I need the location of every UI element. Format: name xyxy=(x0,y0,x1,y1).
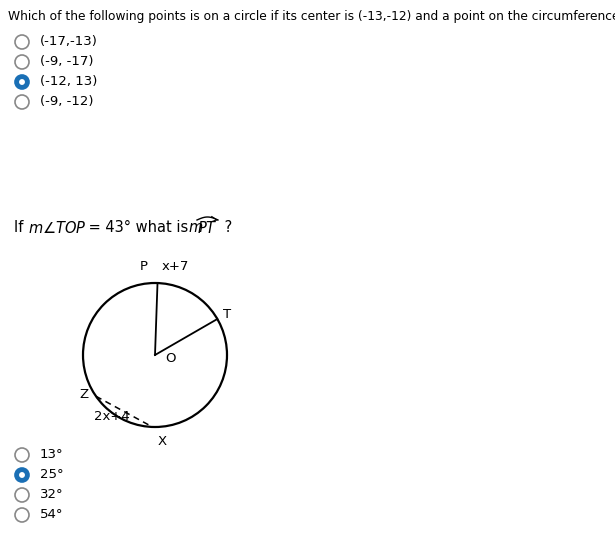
Text: 32°: 32° xyxy=(40,489,63,501)
Circle shape xyxy=(15,468,29,482)
Text: ?: ? xyxy=(220,221,232,235)
Text: (-12, 13): (-12, 13) xyxy=(40,75,97,88)
Text: $m$: $m$ xyxy=(188,221,203,235)
Text: P: P xyxy=(140,260,148,273)
Text: X: X xyxy=(157,435,167,448)
Circle shape xyxy=(15,508,29,522)
Text: 54°: 54° xyxy=(40,508,63,521)
Text: (-9, -17): (-9, -17) xyxy=(40,56,93,68)
Text: (-9, -12): (-9, -12) xyxy=(40,96,93,109)
Text: $PT$: $PT$ xyxy=(197,220,218,236)
Text: = 43° what is: = 43° what is xyxy=(84,221,193,235)
Text: (-17,-13): (-17,-13) xyxy=(40,35,98,49)
Text: $m\angle TOP$: $m\angle TOP$ xyxy=(28,220,87,236)
Text: T: T xyxy=(223,308,231,322)
Circle shape xyxy=(15,75,29,89)
Text: Z: Z xyxy=(79,388,88,401)
Text: If: If xyxy=(14,221,28,235)
Circle shape xyxy=(15,488,29,502)
Circle shape xyxy=(19,79,25,85)
Circle shape xyxy=(19,472,25,478)
Circle shape xyxy=(15,448,29,462)
Circle shape xyxy=(15,35,29,49)
Text: Which of the following points is on a circle if its center is (-13,-12) and a po: Which of the following points is on a ci… xyxy=(8,10,615,23)
Text: 25°: 25° xyxy=(40,468,63,482)
Circle shape xyxy=(15,95,29,109)
Text: O: O xyxy=(165,353,175,365)
Text: 2x+4: 2x+4 xyxy=(94,410,130,423)
Circle shape xyxy=(15,55,29,69)
Text: x+7: x+7 xyxy=(162,260,189,273)
Text: 13°: 13° xyxy=(40,448,63,461)
